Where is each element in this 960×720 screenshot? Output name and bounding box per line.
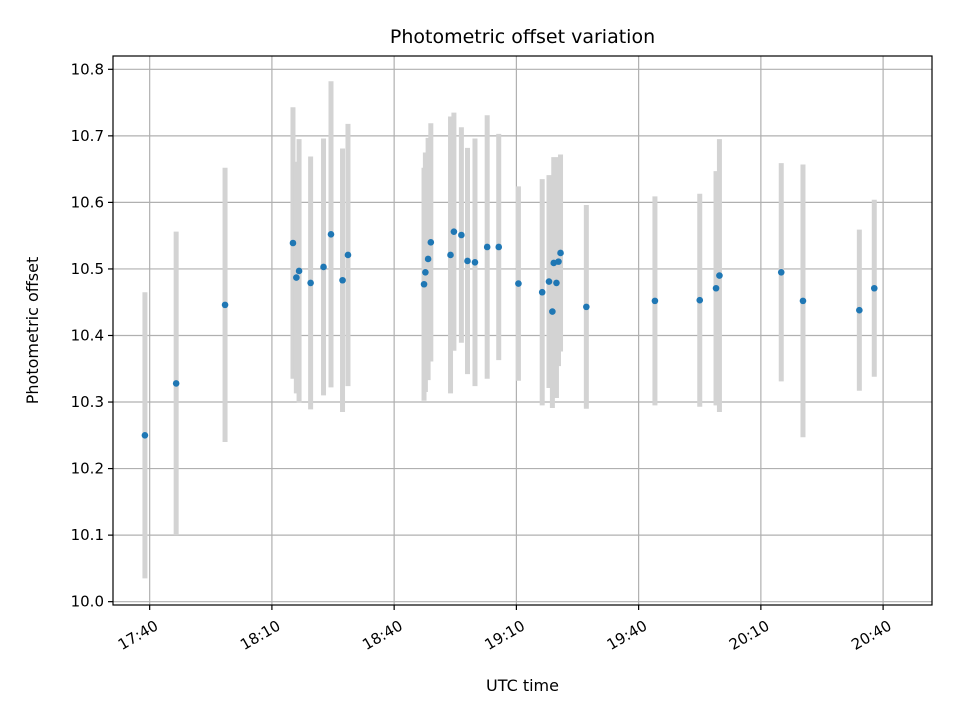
data-point	[293, 274, 300, 281]
data-point	[549, 308, 556, 315]
data-point	[424, 255, 432, 263]
data-point	[495, 243, 503, 251]
y-tick-label: 10.2	[71, 460, 104, 478]
data-point	[295, 267, 303, 275]
data-point	[339, 276, 346, 284]
data-point	[583, 303, 590, 311]
data-point	[856, 306, 863, 314]
data-markers	[141, 228, 878, 439]
data-point	[450, 228, 458, 235]
data-point	[458, 231, 465, 239]
y-tick-label: 10.7	[71, 127, 104, 145]
data-point	[289, 239, 297, 247]
data-point	[427, 239, 435, 246]
chart-title: Photometric offset variation	[390, 26, 655, 48]
data-point	[870, 284, 878, 292]
y-tick-label: 10.6	[71, 193, 104, 211]
x-axis-title: UTC time	[486, 676, 559, 695]
data-point	[553, 279, 560, 287]
data-point	[555, 258, 562, 265]
grid-lines	[113, 56, 932, 605]
data-point	[716, 272, 723, 279]
y-tick-label: 10.4	[71, 326, 104, 344]
data-point	[141, 432, 149, 439]
data-point	[307, 279, 314, 287]
data-point	[696, 296, 704, 304]
data-point	[712, 284, 720, 292]
y-tick-label: 10.8	[71, 60, 104, 78]
y-axis-ticks: 10.0 10.1 10.2 10.3 10.4 10.5 10.6 10.7 10.8	[71, 60, 113, 611]
data-point	[557, 249, 564, 257]
data-point	[172, 380, 180, 387]
data-point	[483, 243, 491, 251]
y-tick-label: 10.1	[71, 526, 104, 544]
data-point	[464, 257, 471, 265]
y-tick-label: 10.3	[71, 393, 104, 411]
data-point	[777, 268, 785, 276]
data-point	[221, 301, 229, 309]
data-point	[545, 278, 553, 285]
data-point	[471, 258, 479, 266]
data-point	[327, 231, 335, 238]
y-axis-title: Photometric offset	[23, 257, 42, 405]
data-point	[320, 263, 327, 271]
data-point	[538, 288, 546, 296]
data-point	[799, 297, 807, 305]
data-point	[651, 297, 659, 305]
data-point	[422, 268, 429, 276]
y-tick-label: 10.0	[71, 593, 104, 611]
data-point	[447, 251, 454, 259]
y-tick-label: 10.5	[71, 260, 104, 278]
data-point	[515, 280, 522, 287]
data-point	[420, 280, 428, 288]
plot-frame	[112, 55, 933, 606]
data-point	[344, 251, 352, 259]
